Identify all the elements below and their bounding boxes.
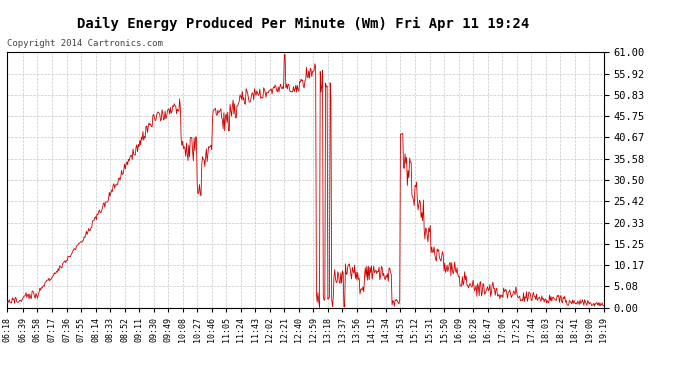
Text: Daily Energy Produced Per Minute (Wm) Fri Apr 11 19:24: Daily Energy Produced Per Minute (Wm) Fr…	[77, 17, 530, 31]
Text: Copyright 2014 Cartronics.com: Copyright 2014 Cartronics.com	[7, 39, 163, 48]
Text: Power Produced  (watts/minute): Power Produced (watts/minute)	[418, 32, 579, 41]
